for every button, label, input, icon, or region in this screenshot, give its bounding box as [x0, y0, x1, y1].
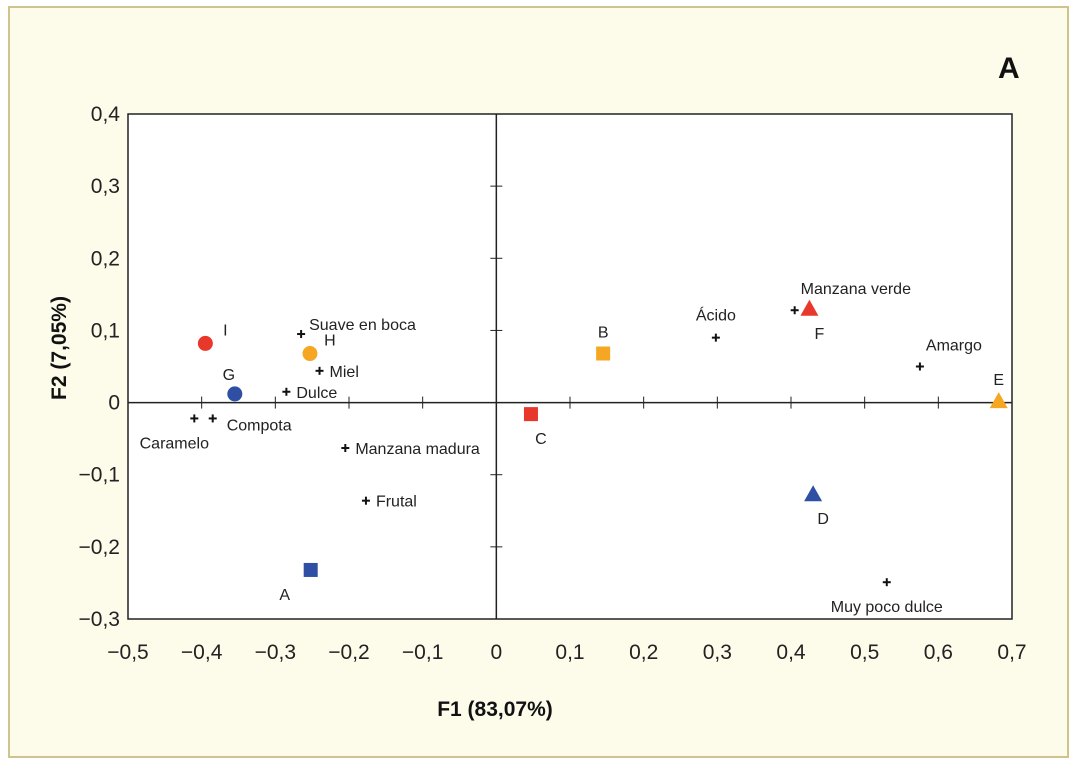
sample-label: A — [279, 587, 290, 604]
sample-label: D — [817, 511, 829, 528]
circle-marker — [302, 346, 318, 362]
y-axis-title: F2 (7,05%) — [48, 296, 71, 400]
attribute-point: Muy poco dulce — [831, 578, 943, 616]
circle-marker — [197, 335, 213, 351]
sample-label: F — [815, 326, 825, 343]
triangle-marker — [804, 485, 823, 502]
square-marker — [596, 346, 611, 361]
attribute-point: Compota — [208, 414, 292, 434]
attribute-label: Amargo — [926, 338, 982, 355]
square-marker — [523, 407, 538, 422]
x-tick-label: 0,3 — [703, 641, 732, 664]
x-tick-label: −0,2 — [328, 641, 369, 664]
x-tick-label: 0,4 — [776, 641, 806, 664]
attribute-point: Amargo — [915, 338, 982, 371]
attribute-label: Manzana madura — [355, 441, 480, 458]
attribute-point: Manzana verde — [790, 281, 911, 315]
y-tick-label: 0,1 — [91, 319, 120, 342]
sample-label: E — [993, 372, 1004, 389]
y-tick-label: −0,3 — [79, 608, 120, 631]
sample-label: I — [223, 322, 227, 339]
y-tick-label: 0,4 — [91, 103, 121, 126]
y-tick-label: 0,3 — [91, 175, 120, 198]
sample-label: G — [223, 367, 235, 384]
y-tick-label: 0 — [108, 392, 120, 415]
x-tick-label: 0,6 — [924, 641, 953, 664]
attribute-label: Compota — [227, 417, 292, 434]
sample-point: H — [302, 333, 336, 362]
attribute-label: Manzana verde — [801, 281, 911, 298]
x-tick-label: −0,1 — [402, 641, 443, 664]
y-tick-label: −0,1 — [79, 464, 120, 487]
attribute-label: Miel — [330, 364, 359, 381]
triangle-marker — [800, 299, 819, 316]
attribute-point: Frutal — [361, 494, 417, 511]
panel-letter: A — [998, 52, 1020, 85]
sample-point: E — [989, 372, 1008, 409]
y-tick-label: 0,2 — [91, 247, 120, 270]
sample-label: H — [324, 333, 336, 350]
plot-area-frame — [127, 113, 1013, 620]
x-tick-label: −0,3 — [255, 641, 296, 664]
x-tick-label: 0,2 — [629, 641, 658, 664]
attribute-point: Caramelo — [140, 414, 209, 452]
x-tick-label: −0,4 — [181, 641, 223, 664]
x-tick-label: 0,1 — [555, 641, 584, 664]
tick-labels: −0,5 −0,4 −0,3 −0,2 −0,1 0 0,1 0,2 0,3 0,4 0,5 0,6 0… — [79, 103, 1027, 664]
sample-point: I — [197, 322, 228, 351]
axes — [127, 113, 1013, 620]
attribute-point: Miel — [315, 364, 359, 381]
attribute-point: Dulce — [282, 385, 337, 402]
sample-point: F — [800, 299, 825, 343]
attribute-label: Ácido — [696, 306, 736, 325]
attribute-label: Dulce — [296, 385, 337, 402]
attribute-label: Frutal — [376, 494, 417, 511]
circle-marker — [227, 386, 243, 402]
x-tick-label: 0 — [490, 641, 502, 664]
x-tick-label: 0,7 — [997, 641, 1026, 664]
attribute-point: Suave en boca — [297, 317, 416, 339]
attribute-label: Caramelo — [140, 435, 209, 452]
x-axis-title: F1 (83,07%) — [437, 698, 553, 721]
sample-point: G — [223, 367, 243, 402]
sample-points: A B C D E F G H I — [197, 299, 1008, 604]
square-marker — [303, 562, 318, 577]
x-tick-label: −0,5 — [107, 641, 148, 664]
attribute-label: Suave en boca — [309, 317, 416, 334]
sample-point: D — [804, 485, 829, 528]
sample-point: B — [596, 325, 611, 361]
attribute-point: Ácido — [696, 306, 736, 342]
attribute-point: Manzana madura — [341, 441, 480, 458]
sample-point: A — [279, 562, 318, 604]
sample-label: B — [598, 325, 609, 342]
x-tick-label: 0,5 — [850, 641, 879, 664]
sample-point: C — [523, 407, 547, 448]
triangle-marker — [989, 392, 1008, 409]
y-tick-label: −0,2 — [79, 536, 120, 559]
attribute-label: Muy poco dulce — [831, 599, 943, 616]
sample-label: C — [535, 431, 547, 448]
